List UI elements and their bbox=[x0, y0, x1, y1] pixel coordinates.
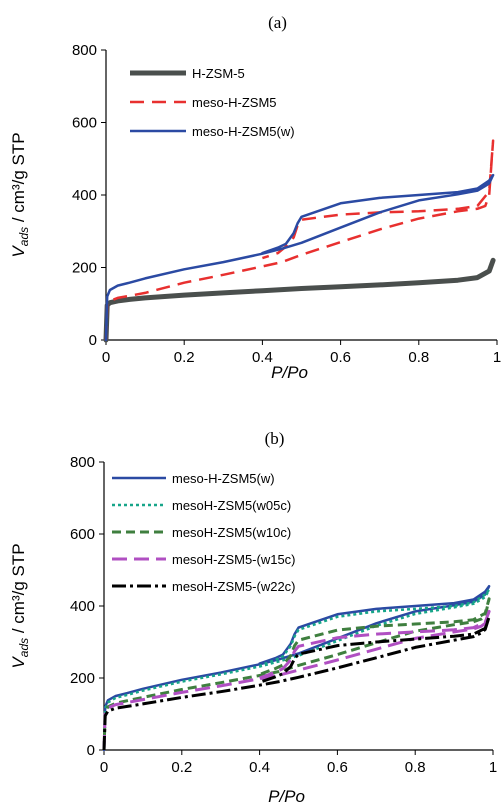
y-axis-title: Vads / cm³/g STP bbox=[9, 132, 31, 257]
legend-label: mesoH-ZSM5(w10c) bbox=[172, 525, 291, 540]
y-tick-label: 600 bbox=[72, 115, 97, 132]
y-tick-label: 400 bbox=[72, 187, 97, 204]
y-axis-title-subscript: ads bbox=[17, 227, 31, 246]
legend: meso-H-ZSM5(w) mesoH-ZSM5(w05c) mesoH-ZSM5… bbox=[112, 471, 296, 594]
y-tick-label: 0 bbox=[89, 332, 97, 349]
y-axis-title-main: V bbox=[9, 245, 28, 258]
legend: H-ZSM-5 meso-H-ZSM5 meso-H-ZSM5(w) bbox=[130, 66, 295, 139]
x-tick-label: 0.8 bbox=[408, 349, 429, 366]
y-tick-label: 800 bbox=[70, 454, 95, 471]
y-tick-label: 0 bbox=[87, 742, 95, 759]
y-tick-label: 400 bbox=[70, 598, 95, 615]
panel-label: (b) bbox=[265, 429, 285, 448]
legend-label: mesoH-ZSM5(w05c) bbox=[172, 498, 291, 513]
chart-panel-a: (a) 0 200 400 600 800 0 0.2 0.4 0.6 0.8 1 P/Po Vads /… bbox=[9, 13, 501, 382]
y-axis-title-subscript: ads bbox=[17, 638, 31, 657]
series-line-1 bbox=[103, 257, 496, 343]
series-line-3 bbox=[102, 597, 491, 751]
x-tick-label: 0.8 bbox=[405, 759, 426, 776]
x-axis-title: P/Po bbox=[268, 787, 305, 806]
y-axis-title: Vads / cm³/g STP bbox=[9, 543, 31, 668]
x-tick-label: 0.2 bbox=[174, 349, 195, 366]
legend-label: H-ZSM-5 bbox=[192, 66, 245, 81]
x-tick-label: 0 bbox=[100, 759, 108, 776]
chart-panel-b: (b) 0 200 400 600 800 0 0.2 0.4 0.6 0.8 1 P/Po Vads /… bbox=[9, 429, 497, 806]
panel-label: (a) bbox=[268, 13, 287, 32]
x-axis-title: P/Po bbox=[271, 363, 308, 382]
x-tick-label: 1 bbox=[489, 759, 497, 776]
x-tick-label: 0.4 bbox=[252, 349, 273, 366]
series-line-2 bbox=[102, 588, 491, 751]
series-line-5 bbox=[102, 615, 491, 751]
series-line-2 bbox=[104, 139, 495, 341]
x-tick-label: 0.4 bbox=[249, 759, 270, 776]
y-axis-title-unit: / cm³/g STP bbox=[9, 132, 28, 226]
y-axis-title-unit: / cm³/g STP bbox=[9, 543, 28, 637]
y-tick-label: 200 bbox=[72, 260, 97, 277]
legend-label: meso-H-ZSM5(w) bbox=[172, 471, 275, 486]
x-tick-label: 0 bbox=[102, 349, 110, 366]
series-line-4 bbox=[102, 609, 491, 751]
x-tick-label: 0.6 bbox=[327, 759, 348, 776]
legend-label: meso-H-ZSM5 bbox=[192, 95, 277, 110]
y-tick-label: 200 bbox=[70, 670, 95, 687]
y-tick-label: 800 bbox=[72, 42, 97, 59]
series-line-3 bbox=[104, 173, 495, 342]
x-tick-label: 0.6 bbox=[330, 349, 351, 366]
y-tick-label: 600 bbox=[70, 526, 95, 543]
legend-label: mesoH-ZSM5-(w15c) bbox=[172, 552, 296, 567]
x-tick-label: 1 bbox=[493, 349, 501, 366]
legend-label: mesoH-ZSM5-(w22c) bbox=[172, 579, 296, 594]
x-tick-label: 0.2 bbox=[171, 759, 192, 776]
y-axis-title-main: V bbox=[9, 656, 28, 669]
legend-label: meso-H-ZSM5(w) bbox=[192, 124, 295, 139]
